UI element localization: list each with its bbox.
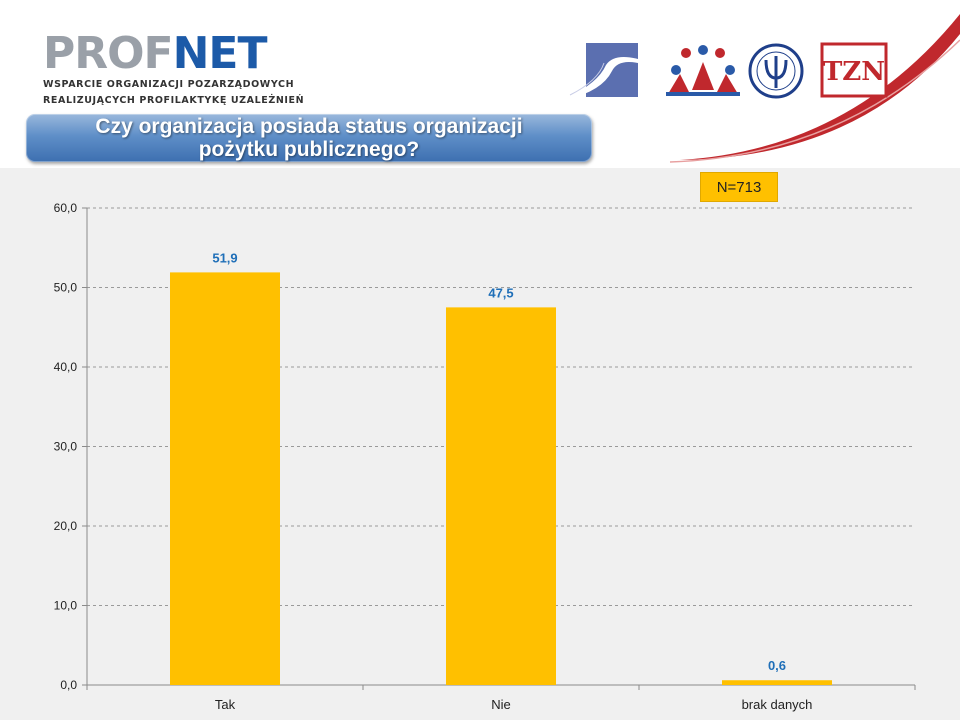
brand-subtitle-line1: WSPARCIE ORGANIZACJI POZARZĄDOWYCH	[43, 79, 295, 90]
y-tick-label: 40,0	[54, 360, 78, 374]
tzn-logo-text: TZN	[823, 57, 885, 87]
y-tick-label: 50,0	[54, 281, 78, 295]
x-tick-label: Tak	[215, 697, 236, 712]
wave-logo-icon	[568, 43, 638, 99]
psychology-logo-icon	[748, 43, 804, 99]
bar-chart: 0,0 10,0 20,0 30,0 40,0 50,0 60,0 51,9 Tak 47,5 Ni…	[54, 201, 916, 712]
y-tick-label: 0,0	[60, 678, 77, 692]
brand-name-part2: NET	[172, 28, 268, 79]
y-tick-label: 20,0	[54, 519, 78, 533]
bar	[722, 680, 832, 685]
y-tick-label: 10,0	[54, 599, 78, 613]
chart-title-line2: pożytku publicznego?	[198, 138, 420, 161]
profnet-logo: PROF NET WSPARCIE ORGANIZACJI POZARZĄDOWY…	[43, 32, 304, 108]
bar	[170, 272, 280, 685]
brand-subtitle-line2: REALIZUJĄCYCH PROFILAKTYKĘ UZALEŻNIEŃ	[43, 95, 305, 106]
brand-name-part1: PROF	[43, 28, 174, 79]
data-label: 51,9	[212, 250, 237, 265]
data-label: 47,5	[488, 285, 513, 300]
brand-name: PROF NET	[43, 32, 304, 76]
x-tick-label: Nie	[491, 697, 511, 712]
chart-title-box: Czy organizacja posiada status organizac…	[26, 114, 592, 162]
data-label: 0,6	[768, 658, 786, 673]
people-logo-icon	[666, 45, 740, 96]
tzn-logo-icon: TZN	[820, 42, 888, 98]
chart-title-line1: Czy organizacja posiada status organizac…	[95, 115, 523, 138]
sample-size-badge: N=713	[700, 172, 778, 202]
x-tick-label: brak danych	[742, 697, 813, 712]
bar	[446, 307, 556, 685]
y-tick-label: 60,0	[54, 201, 78, 215]
decorative-swoosh	[669, 14, 960, 163]
y-tick-label: 30,0	[54, 440, 78, 454]
